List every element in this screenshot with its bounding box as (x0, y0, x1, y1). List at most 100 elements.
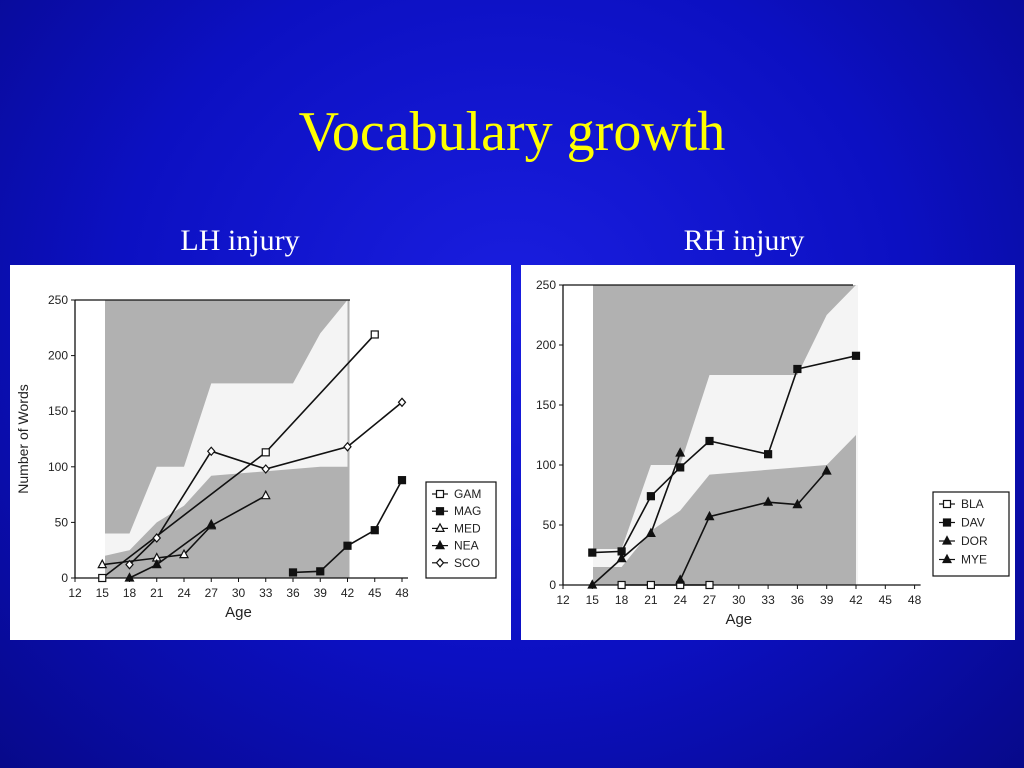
rh-point-bla (705, 580, 714, 590)
lh-y-tick-label: 250 (48, 293, 68, 307)
rh-series-dor (587, 447, 686, 589)
lh-y-tick-label: 150 (48, 404, 68, 418)
rh-point-dav (705, 436, 714, 446)
rh-x-tick-label: 48 (908, 593, 922, 607)
lh-point-sco (261, 464, 271, 474)
lh-y-axis-label: Number of Words (15, 384, 31, 493)
rh-legend-label-dav: DAV (961, 516, 985, 530)
lh-series-nea (124, 518, 217, 582)
lh-point-gam (98, 573, 107, 583)
lh-legend-marker-mag (435, 507, 445, 516)
rh-x-tick-label: 18 (615, 593, 629, 607)
lh-point-nea (151, 558, 162, 569)
lh-norm-range-shading (105, 300, 355, 578)
lh-legend-label-nea: NEA (454, 539, 479, 553)
lh-legend-marker-gam (435, 489, 445, 499)
rh-point-dav (676, 463, 685, 472)
lh-x-tick-label: 33 (259, 586, 273, 600)
lh-point-nea (124, 572, 135, 582)
lh-series-mag (288, 476, 407, 577)
lh-x-tick-label: 21 (150, 586, 164, 600)
rh-point-dor (675, 447, 686, 457)
lh-point-med (97, 558, 108, 569)
lh-point-mag (288, 568, 298, 577)
lh-legend-marker-nea (435, 539, 445, 550)
lh-chart-panel: 0 50 100 150 200 250 12 15 18 21 24 27 30 33 36 39 42 45 4… (10, 265, 511, 640)
lh-x-tick-label: 24 (177, 586, 191, 600)
lh-point-gam (261, 448, 270, 457)
lh-x-tick-label: 30 (232, 586, 246, 600)
rh-point-mye (821, 465, 832, 475)
rh-series-line-dav (592, 355, 857, 554)
rh-y-tick-label: 250 (536, 278, 556, 292)
lh-panel-title: LH injury (180, 224, 300, 257)
rh-point-dav (793, 364, 802, 374)
rh-x-tick-label: 39 (820, 593, 834, 607)
lh-point-sco (206, 446, 216, 457)
rh-legend-marker-bla (942, 499, 952, 509)
rh-x-tick-label: 27 (703, 593, 717, 607)
lh-point-mag (397, 476, 407, 485)
lh-point-med (260, 489, 271, 500)
rh-point-dor (616, 552, 627, 563)
rh-x-tick-label: 42 (849, 593, 863, 607)
rh-norm-range-shading (593, 285, 858, 585)
rh-x-tick-label: 33 (761, 593, 775, 607)
lh-x-tick-label: 15 (96, 586, 110, 600)
lh-point-mag (316, 567, 325, 576)
lh-x-tick-label: 18 (123, 586, 137, 600)
lh-x-tick-label: 45 (368, 586, 382, 600)
rh-point-dav (588, 548, 597, 557)
lh-chart: 0 50 100 150 200 250 12 15 18 21 24 27 30 33 36 39 42 45 4… (15, 293, 497, 621)
lh-x-axis-label: Age (225, 604, 252, 621)
rh-axes: 0 50 100 150 200 250 12 15 18 21 24 27 30 33 36 39 42 45 4… (536, 278, 922, 628)
rh-x-tick-label: 21 (644, 593, 658, 607)
lh-x-tick-label: 27 (205, 586, 219, 600)
lh-x-tick-label: 42 (341, 586, 355, 600)
lh-series-line-sco (128, 401, 403, 566)
rh-panel-title: RH injury (683, 224, 805, 257)
rh-series-line-dor (591, 452, 681, 586)
lh-legend-label-sco: SCO (454, 556, 480, 570)
lh-y-tick-label: 0 (61, 571, 68, 585)
rh-x-axis-label: Age (725, 611, 752, 628)
lh-series-sco (125, 397, 407, 570)
lh-legend-label-gam: GAM (454, 487, 481, 501)
lh-legend-label-mag: MAG (454, 504, 481, 518)
lh-point-sco (152, 533, 162, 543)
lh-point-med (179, 548, 189, 559)
rh-legend-marker-dor (942, 535, 952, 545)
rh-point-mye (675, 574, 686, 584)
rh-point-dav (851, 351, 861, 360)
lh-point-sco (397, 397, 407, 408)
rh-point-mye (763, 496, 774, 506)
slide-title: Vocabulary growth (298, 101, 726, 163)
lh-point-sco (125, 559, 134, 570)
lh-legend-marker-sco (435, 557, 445, 568)
lh-point-nea (206, 518, 217, 529)
lh-point-gam (370, 330, 379, 339)
rh-y-tick-label: 50 (543, 518, 557, 532)
rh-series-dav (588, 351, 861, 557)
rh-point-dav (646, 492, 656, 501)
rh-x-tick-label: 45 (879, 593, 893, 607)
rh-y-tick-label: 150 (536, 398, 556, 412)
lh-x-tick-label: 36 (286, 586, 300, 600)
rh-point-dor (587, 579, 598, 589)
rh-chart: 0 50 100 150 200 250 12 15 18 21 24 27 30 33 36 39 42 45 4… (536, 278, 1010, 628)
lh-x-tick-label: 48 (395, 586, 409, 600)
lh-point-mag (343, 541, 352, 550)
rh-point-dor (645, 527, 656, 537)
rh-x-tick-label: 15 (586, 593, 600, 607)
rh-legend-label-dor: DOR (961, 534, 988, 548)
rh-series-mye (675, 465, 832, 584)
rh-x-tick-label: 12 (556, 593, 570, 607)
rh-legend-marker-mye (942, 553, 952, 564)
rh-legend-label-bla: BLA (961, 497, 984, 511)
lh-legend-label-med: MED (454, 521, 481, 535)
rh-x-tick-label: 30 (732, 593, 746, 607)
lh-axes: 0 50 100 150 200 250 12 15 18 21 24 27 30 33 36 39 42 45 4… (15, 293, 409, 621)
rh-y-tick-label: 100 (536, 458, 556, 472)
rh-series-bla (617, 580, 714, 590)
lh-legend-marker-med (435, 522, 445, 532)
